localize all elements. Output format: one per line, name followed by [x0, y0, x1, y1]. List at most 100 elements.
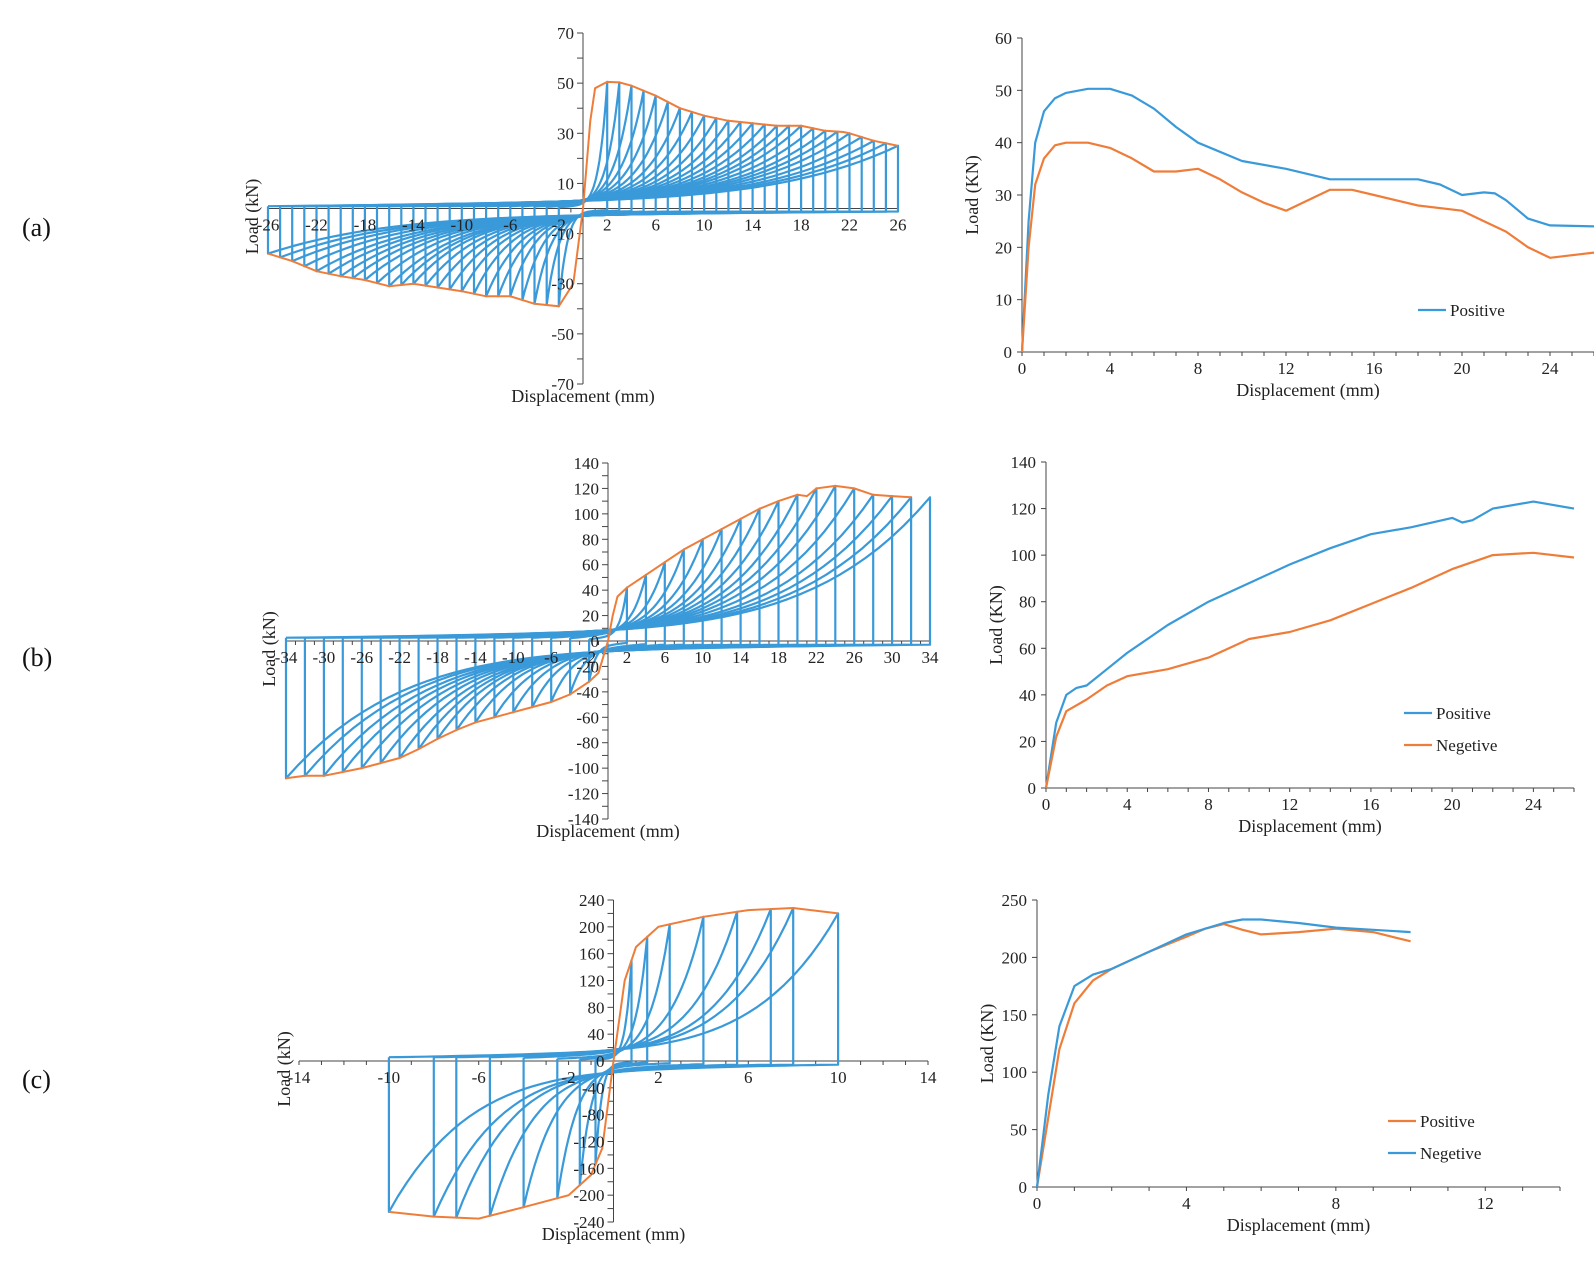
y-tick-label: -100 [568, 759, 599, 778]
x-tick-label: 16 [1366, 359, 1383, 378]
x-tick-label: 22 [808, 648, 825, 667]
y-tick-label: 200 [579, 918, 605, 937]
x-tick-label: -10 [502, 648, 525, 667]
x-tick-label: 8 [1194, 359, 1203, 378]
x-tick-label: -22 [305, 216, 328, 235]
x-tick-label: 10 [694, 648, 711, 667]
y-tick-label: 20 [1019, 732, 1036, 751]
x-axis-title: Displacement (mm) [1227, 1215, 1370, 1236]
x-tick-label: -14 [464, 648, 487, 667]
y-tick-label: 0 [591, 632, 600, 651]
hysteresis-loops [387, 906, 840, 1219]
x-tick-label: 6 [651, 216, 660, 235]
x-tick-label: 8 [1332, 1194, 1341, 1213]
y-tick-label: 60 [995, 29, 1012, 48]
x-tick-label: 6 [661, 648, 670, 667]
x-tick-label: -18 [426, 648, 449, 667]
chart-c-hysteresis: -14 -10 -6 -2 2 6 10 14 240 200 160 120 80 40 0 -40 -80 -… [274, 891, 937, 1245]
envelope-negative [267, 208, 584, 308]
y-tick-label: 100 [1002, 1063, 1028, 1082]
y-tick-label: -200 [573, 1186, 604, 1205]
y-tick-label: 140 [574, 454, 600, 473]
y-tick-label: 100 [1011, 546, 1037, 565]
hysteresis-loops [284, 484, 932, 780]
x-tick-label: 4 [1123, 795, 1132, 814]
y-tick-label: 160 [579, 945, 605, 964]
x-tick-label: -6 [503, 216, 517, 235]
hysteresis-loop [556, 923, 671, 1200]
y-tick-label: 30 [995, 186, 1012, 205]
y-tick-label: 0 [596, 1052, 605, 1071]
y-tick-label: -20 [576, 657, 599, 676]
y-tick-label: -80 [582, 1106, 605, 1125]
y-tick-label: 10 [557, 174, 574, 193]
y-axis-title: Load (kN) [259, 611, 280, 686]
series-line-negetive [1044, 551, 1575, 789]
envelope-positive [607, 484, 912, 642]
series-line-positive [1035, 923, 1411, 1188]
chart-c-skeleton: 0 4 8 12 0 50 100 150 200 250 Displacement (mm) Loa… [977, 891, 1561, 1236]
x-tick-label: 24 [1542, 359, 1560, 378]
x-tick-label: 12 [1477, 1194, 1494, 1213]
x-tick-label: 24 [1525, 795, 1543, 814]
y-tick-label: 40 [995, 134, 1012, 153]
chart-b-hysteresis: -34 -30 -26 -22 -18 -14 -10 -6 -2 2 6 10 14 18 22 26 30 3… [259, 454, 939, 842]
y-tick-label: 70 [557, 24, 574, 43]
x-tick-label: 18 [793, 216, 810, 235]
legend-label: Positive [1420, 1112, 1475, 1131]
x-tick-label: 0 [1033, 1194, 1042, 1213]
envelope-negative [388, 1060, 615, 1220]
y-tick-label: -40 [576, 683, 599, 702]
legend-label: Negetive [1420, 1144, 1481, 1163]
x-tick-label: -2 [552, 216, 566, 235]
y-tick-label: -60 [576, 708, 599, 727]
x-tick-label: 26 [846, 648, 863, 667]
chart-b-skeleton: 0 4 8 12 16 20 24 0 20 40 60 80 100 120 140 Displacemen… [986, 453, 1575, 837]
y-tick-label: -160 [573, 1159, 604, 1178]
series-line-positive [1044, 500, 1575, 789]
y-tick-label: -120 [568, 785, 599, 804]
y-tick-label: 120 [574, 479, 600, 498]
y-tick-label: -80 [576, 734, 599, 753]
y-tick-label: 140 [1011, 453, 1037, 472]
y-tick-label: -40 [582, 1079, 605, 1098]
y-tick-label: 30 [557, 124, 574, 143]
y-tick-label: -10 [551, 225, 574, 244]
legend-label: Positive [1450, 301, 1505, 320]
y-tick-label: 20 [582, 607, 599, 626]
x-tick-label: 2 [603, 216, 612, 235]
x-tick-label: 20 [1454, 359, 1471, 378]
x-tick-label: 8 [1204, 795, 1213, 814]
x-tick-label: 16 [1362, 795, 1379, 814]
y-tick-label: 50 [995, 81, 1012, 100]
y-tick-label: -30 [551, 275, 574, 294]
x-tick-label: 30 [884, 648, 901, 667]
x-tick-label: 26 [890, 216, 907, 235]
series-line-negetive [1035, 918, 1411, 1188]
x-tick-label: 18 [770, 648, 787, 667]
panel-label-a: (a) [22, 213, 51, 242]
envelope-positive [582, 80, 899, 209]
x-tick-label: 14 [920, 1068, 938, 1087]
hysteresis-loop [387, 912, 840, 1213]
y-tick-label: 60 [582, 556, 599, 575]
panel-label-b: (b) [22, 643, 52, 672]
y-tick-label: 120 [579, 972, 605, 991]
y-tick-label: 0 [1028, 779, 1037, 798]
y-tick-label: -50 [551, 325, 574, 344]
x-tick-label: -26 [257, 216, 280, 235]
y-tick-label: 50 [1010, 1121, 1027, 1140]
y-tick-label: -70 [551, 375, 574, 394]
y-axis-title: Load (KN) [986, 585, 1007, 664]
x-tick-label: 0 [1018, 359, 1027, 378]
legend-label: Negetive [1436, 736, 1497, 755]
x-tick-label: -2 [561, 1068, 575, 1087]
x-axis-title: Displacement (mm) [1236, 380, 1379, 401]
x-tick-label: 0 [1042, 795, 1051, 814]
y-axis-title: Load (kN) [242, 179, 263, 254]
x-tick-label: 20 [1444, 795, 1461, 814]
y-tick-label: 10 [995, 291, 1012, 310]
x-tick-label: 4 [1106, 359, 1115, 378]
y-tick-label: 60 [1019, 639, 1036, 658]
x-tick-label: 12 [1278, 359, 1295, 378]
